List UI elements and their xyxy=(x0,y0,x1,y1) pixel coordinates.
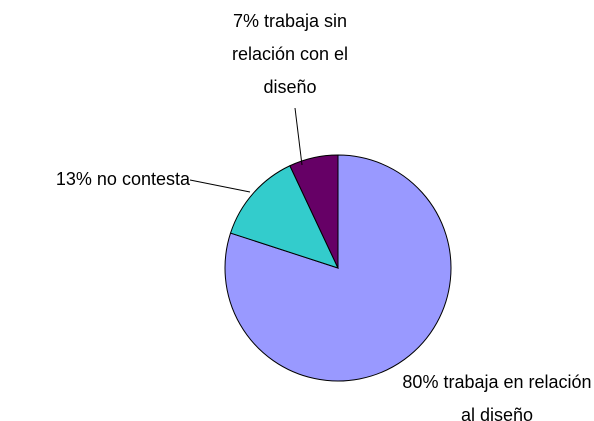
pie-slice xyxy=(229,165,339,269)
data-label: 13% no contesta xyxy=(0,163,190,196)
category-label: trabaja en relación al diseño xyxy=(443,372,592,421)
value-label: 80% xyxy=(402,372,439,392)
data-label: 7% trabaja sin relación con el diseño xyxy=(210,5,370,104)
category-label: no contesta xyxy=(96,169,190,189)
leader-line xyxy=(294,107,303,166)
value-label: 7% xyxy=(232,11,259,31)
category-label: trabaja sin relación con el diseño xyxy=(231,11,349,97)
value-label: 13% xyxy=(55,169,92,189)
leader-line xyxy=(189,179,251,193)
pie-slice xyxy=(224,154,452,382)
pie-slice xyxy=(289,154,339,269)
data-label: 80% trabaja en relación al diseño xyxy=(402,366,592,421)
